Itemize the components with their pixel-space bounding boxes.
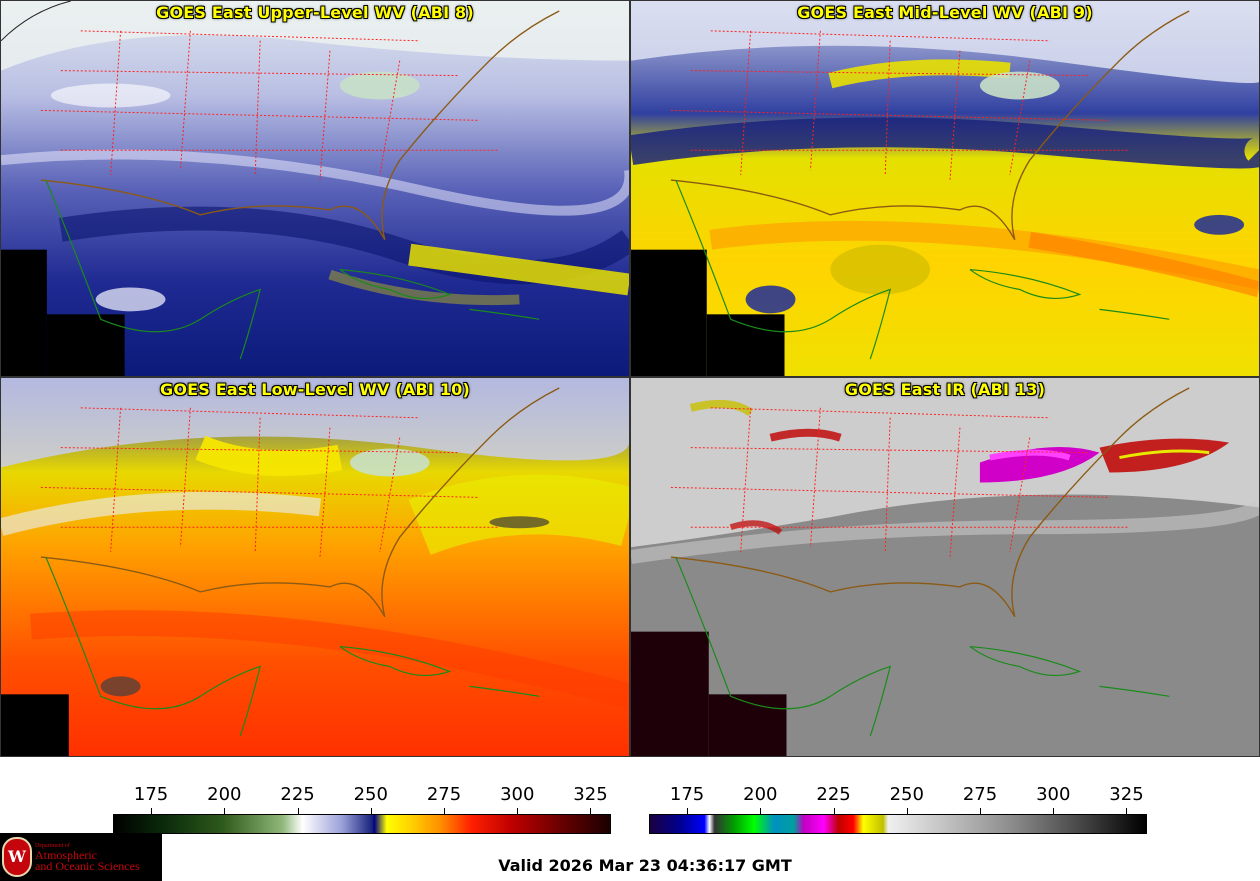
ir-colorbar-tick-mark: [687, 808, 689, 814]
panel-mid-level-wv: GOES East Mid-Level WV (ABI 9): [630, 0, 1260, 377]
ir-colorbar-tick-label: 325: [1109, 784, 1144, 805]
ir-colorbar-tick-mark: [833, 808, 835, 814]
logo-line-2: Atmospheric: [35, 848, 97, 862]
ir-colorbar-ticks: 175 200 225 250 275 300 325: [649, 784, 1147, 814]
wv-colorbar-tick-label: 225: [280, 784, 315, 805]
panel-title: GOES East Low-Level WV (ABI 10): [159, 380, 470, 399]
wv-colorbar-tick-mark: [370, 808, 372, 814]
wv-colorbar-tick-mark: [590, 808, 592, 814]
ir-colorbar-tick-label: 175: [669, 784, 705, 805]
aos-logo: W Department of Atmospheric and Oceanic …: [0, 833, 162, 881]
mid-level-wv-imagery: [631, 1, 1259, 376]
panel-title: GOES East Upper-Level WV (ABI 8): [156, 3, 474, 22]
ir-colorbar-tick-mark: [1126, 808, 1128, 814]
uw-seal-icon: W: [2, 837, 32, 877]
wv-colorbar-ticks: 175 200 225 250 275 300 325: [113, 784, 611, 814]
ir-colorbar-tick-label: 200: [743, 784, 778, 805]
wv-colorbar-tick-mark: [517, 808, 519, 814]
wv-colorbar-tick-label: 200: [207, 784, 242, 805]
ir-colorbar-tick-label: 275: [962, 784, 998, 805]
wv-colorbar-tick-mark: [224, 808, 226, 814]
panel-upper-level-wv: GOES East Upper-Level WV (ABI 8): [0, 0, 630, 377]
panel-title: GOES East Mid-Level WV (ABI 9): [797, 3, 1093, 22]
wv-colorbar-tick-mark: [151, 808, 153, 814]
wv-colorbar-tick-mark: [444, 808, 446, 814]
wv-colorbar: 175 200 225 250 275 300 325: [113, 784, 611, 836]
wv-colorbar-tick-mark: [297, 808, 299, 814]
wv-colorbar-tick-label: 275: [426, 784, 462, 805]
wv-colorbar-gradient: [113, 814, 611, 834]
ir-colorbar-tick-label: 225: [816, 784, 851, 805]
wv-colorbar-tick-label: 300: [500, 784, 535, 805]
ir-colorbar-tick-label: 300: [1036, 784, 1071, 805]
logo-line-3: and Oceanic Sciences: [35, 859, 140, 873]
seal-letter: W: [8, 847, 26, 866]
ir-colorbar: 175 200 225 250 275 300 325: [649, 784, 1147, 836]
ir-colorbar-tick-mark: [760, 808, 762, 814]
upper-level-wv-imagery: [1, 1, 629, 376]
logo-line-1: Department of: [35, 843, 70, 849]
valid-time: Valid 2026 Mar 23 04:36:17 GMT: [498, 856, 792, 875]
panel-low-level-wv: GOES East Low-Level WV (ABI 10): [0, 377, 630, 757]
wv-colorbar-tick-label: 175: [133, 784, 169, 805]
low-level-wv-imagery: [1, 378, 629, 756]
ir-colorbar-tick-mark: [1053, 808, 1055, 814]
ir-colorbar-tick-mark: [906, 808, 908, 814]
logo-text: Department of Atmospheric and Oceanic Sc…: [35, 842, 140, 872]
ir-colorbar-gradient: [649, 814, 1147, 834]
wv-colorbar-tick-label: 250: [353, 784, 388, 805]
ir-colorbar-tick-label: 250: [889, 784, 924, 805]
panel-ir: GOES East IR (ABI 13): [630, 377, 1260, 757]
ir-colorbar-tick-mark: [980, 808, 982, 814]
panel-title: GOES East IR (ABI 13): [844, 380, 1046, 399]
ir-imagery: [631, 378, 1259, 756]
wv-colorbar-tick-label: 325: [573, 784, 608, 805]
